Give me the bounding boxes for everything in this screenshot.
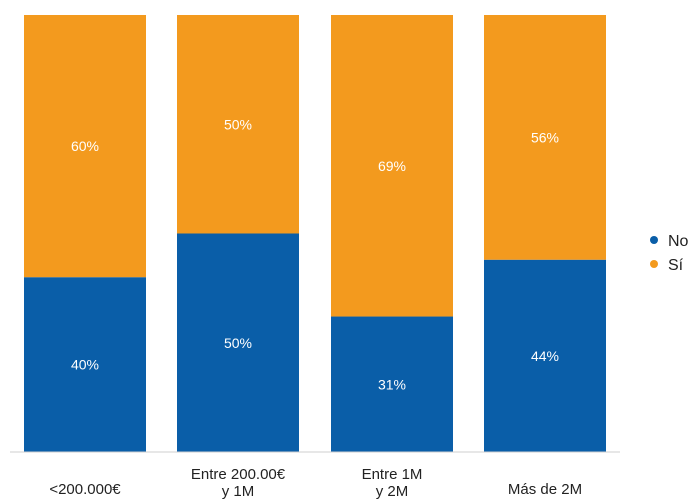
- legend-label: Sí: [668, 257, 684, 274]
- bar-segment-s-1: [24, 15, 146, 278]
- data-label: 56%: [531, 129, 559, 145]
- x-tick-label: Más de 2M: [508, 481, 582, 498]
- bar-segment-s-2: [177, 15, 299, 234]
- x-tick-label: Entre 1M: [362, 466, 423, 483]
- data-label: 60%: [71, 138, 99, 154]
- bar-segment-no-3: [331, 316, 453, 452]
- bar-segment-no-2: [177, 233, 299, 452]
- x-tick-label: y 1M: [222, 483, 255, 500]
- x-tick-label: Entre 200.00€: [191, 466, 286, 483]
- data-label: 40%: [71, 357, 99, 373]
- legend: No Sí: [650, 233, 689, 274]
- bar-segment-no-4: [484, 259, 606, 452]
- x-axis-labels: <200.000€ Entre 200.00€y 1M Entre 1My 2M Má…: [49, 466, 582, 500]
- x-tick-label: <200.000€: [49, 481, 121, 498]
- bar-segment-s-4: [484, 15, 606, 260]
- data-label: 50%: [224, 116, 252, 132]
- legend-marker: [650, 260, 658, 268]
- bar-segment-s-3: [331, 15, 453, 317]
- x-tick-label: y 2M: [376, 483, 409, 500]
- bars-group: 40% 60% 50% 50% 31% 69% 44% 56%: [24, 15, 606, 452]
- data-label: 69%: [378, 158, 406, 174]
- data-label: 31%: [378, 376, 406, 392]
- legend-marker: [650, 236, 658, 244]
- data-label: 44%: [531, 348, 559, 364]
- legend-label: No: [668, 233, 689, 250]
- data-label: 50%: [224, 335, 252, 351]
- bar-segment-no-1: [24, 277, 146, 452]
